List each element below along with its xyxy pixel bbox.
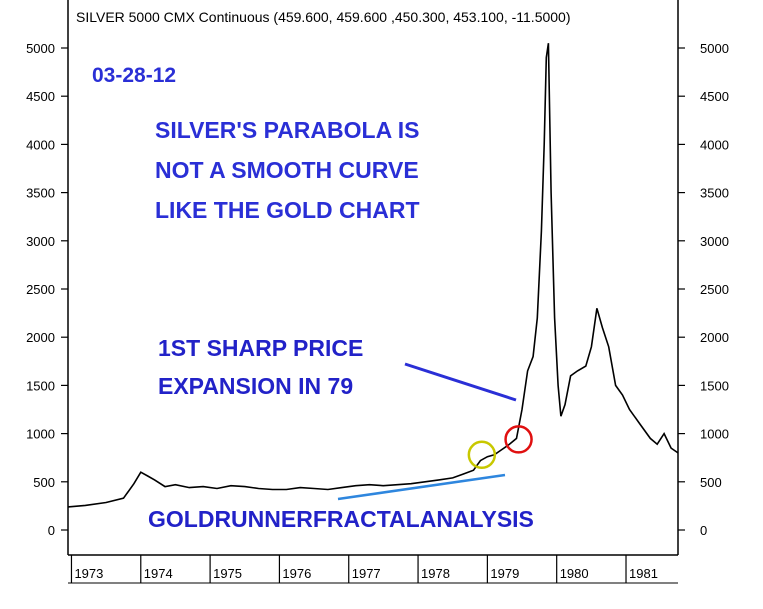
left-y-tick-label: 1500 [26, 378, 55, 393]
left-y-tick-label: 500 [33, 475, 55, 490]
x-tick-label: 1976 [282, 566, 311, 581]
right-y-tick-label: 1500 [700, 378, 729, 393]
left-y-tick-label: 3000 [26, 234, 55, 249]
left-y-tick-label: 2000 [26, 330, 55, 345]
trend-accent-line [337, 473, 506, 501]
right-y-tick-label: 500 [700, 475, 722, 490]
expansion-line-2: EXPANSION IN 79 [158, 373, 353, 399]
right-y-tick-label: 4000 [700, 137, 729, 152]
y-axis-ticks: 0 0 500 500 1000 1000 1500 1500 2000 2000 2500 2500… [26, 41, 729, 538]
x-tick-label: 1975 [213, 566, 242, 581]
expansion-line-1: 1ST SHARP PRICE [158, 335, 363, 361]
chart-title: SILVER 5000 CMX Continuous (459.600, 459… [76, 9, 571, 25]
right-y-tick-label: 4500 [700, 89, 729, 104]
x-tick-label: 1974 [144, 566, 173, 581]
x-tick-label: 1981 [629, 566, 658, 581]
expansion-pointer-line [404, 362, 517, 402]
right-y-tick-label: 3500 [700, 186, 729, 201]
left-y-tick-label: 4000 [26, 137, 55, 152]
annotation-date: 03-28-12 [92, 64, 176, 87]
right-y-tick-label: 5000 [700, 41, 729, 56]
left-y-tick-label: 5000 [26, 41, 55, 56]
red-circle-marker [504, 425, 533, 454]
x-tick-label: 1977 [352, 566, 381, 581]
headline-line-1: SILVER'S PARABOLA IS [155, 117, 419, 143]
left-y-tick-label: 2500 [26, 282, 55, 297]
right-y-tick-label: 2500 [700, 282, 729, 297]
x-tick-label: 1978 [421, 566, 450, 581]
right-y-tick-label: 0 [700, 523, 707, 538]
right-y-tick-label: 2000 [700, 330, 729, 345]
right-y-tick-label: 3000 [700, 234, 729, 249]
left-y-tick-label: 4500 [26, 89, 55, 104]
x-axis-ticks: 1973 1974 1975 1976 1977 1978 1979 1980 1981 [70, 555, 658, 583]
left-y-tick-label: 3500 [26, 186, 55, 201]
headline-line-2: NOT A SMOOTH CURVE [155, 157, 419, 183]
series-line [67, 43, 679, 508]
x-tick-label: 1973 [74, 566, 103, 581]
signature-text: GOLDRUNNERFRACTALANALYSIS [148, 506, 534, 532]
right-y-tick-label: 1000 [700, 427, 729, 442]
left-y-tick-label: 0 [48, 523, 55, 538]
yellow-circle-marker [467, 440, 497, 470]
headline-line-3: LIKE THE GOLD CHART [155, 197, 420, 223]
x-tick-label: 1979 [490, 566, 519, 581]
left-y-tick-label: 1000 [26, 427, 55, 442]
x-tick-label: 1980 [560, 566, 589, 581]
